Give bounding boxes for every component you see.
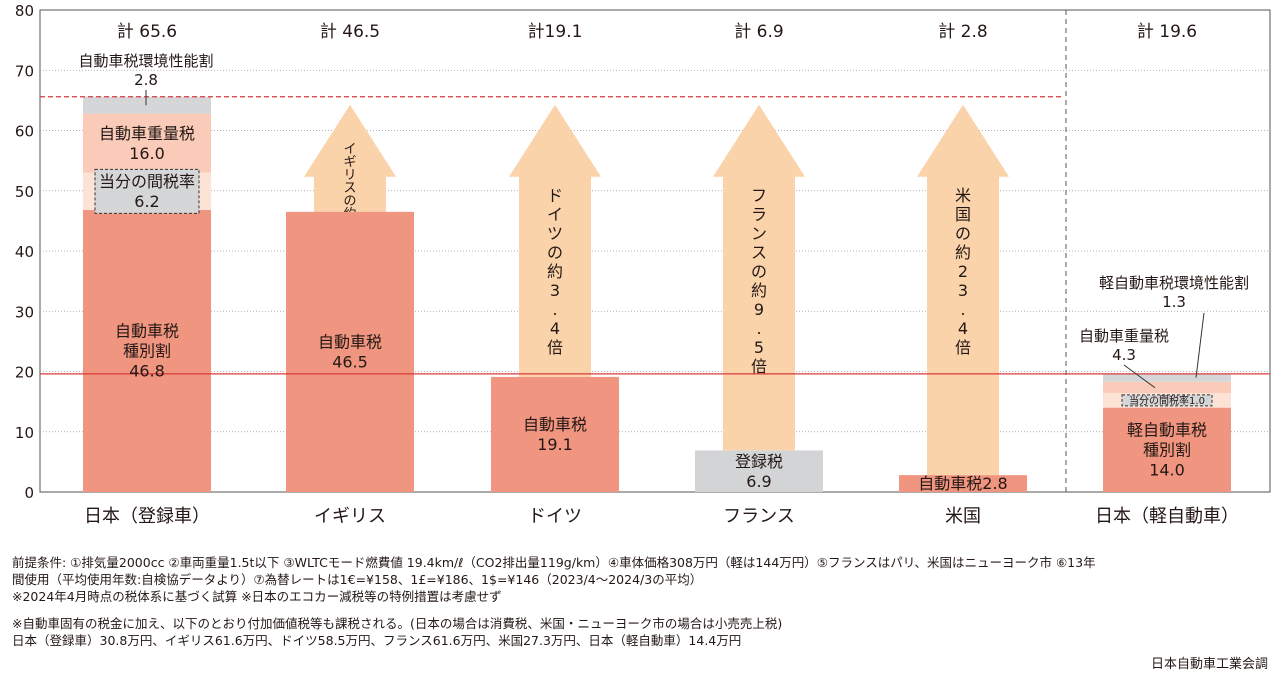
segment-label: 14.0 [1149, 460, 1185, 479]
comparison-arrow [509, 104, 601, 377]
footnote-line: 間使用（平均使用年数:自検協データより）⑦為替レートは1€=¥158、1£=¥1… [12, 572, 703, 587]
footnote-line: 日本（登録車）30.8万円、イギリス61.6万円、ドイツ58.5万円、フランス6… [12, 633, 742, 648]
segment-label: 46.8 [129, 362, 165, 381]
source-credit: 日本自動車工業会調 [1150, 657, 1268, 672]
bar-segment [1103, 407, 1231, 492]
segment-label: 自動車税 [523, 415, 587, 434]
segment-label: 6.2 [134, 192, 159, 211]
x-category-label: 日本（軽自動車） [1095, 506, 1239, 527]
annotation-value: 2.8 [134, 71, 158, 89]
bar-segment [1103, 373, 1231, 382]
total-label: 計 46.5 [320, 22, 380, 42]
annotation-leader [1195, 312, 1205, 378]
bar-segment [83, 210, 211, 492]
annotation-value: 1.3 [1162, 293, 1186, 311]
y-tick-label: 80 [15, 2, 34, 20]
annotation-label: 自動車税環境性能割 [78, 52, 213, 70]
label-box [1121, 394, 1213, 407]
footnote-line: 前提条件: ①排気量2000cc ②車両重量1.5t以下 ③WLTCモード燃費値… [12, 555, 1096, 570]
segment-label: 自動車税2.8 [918, 474, 1007, 493]
segment-label: 軽自動車税 [1127, 420, 1207, 439]
tax-comparison-chart: 01020304050607080イギリスの約1.4倍ドイツの約3.4倍フランス… [15, 2, 1271, 527]
bar-segment [695, 450, 823, 492]
bar-segment [899, 475, 1027, 492]
x-category-label: ドイツ [528, 506, 582, 527]
total-label: 計 19.6 [1137, 22, 1197, 42]
comparison-arrow [917, 104, 1009, 476]
x-category-label: フランス [723, 506, 795, 527]
segment-label: 46.5 [332, 353, 368, 372]
comparison-arrow [304, 104, 396, 212]
segment-label: 当分の間税率1.0 [1129, 394, 1205, 407]
arrow-label: 米国の約 2 3. 4 倍 [955, 186, 971, 357]
footnote-line: ※自動車固有の税金に加え、以下のとおり付加価値税等も課税される。(日本の場合は消… [12, 616, 783, 631]
segment-label: 16.0 [129, 144, 165, 163]
segment-label: 19.1 [537, 435, 573, 454]
arrow-label: ドイツの約 3. 4 倍 [547, 186, 563, 357]
total-label: 計 65.6 [117, 22, 177, 42]
y-tick-label: 30 [15, 303, 34, 321]
x-category-label: 米国 [945, 506, 981, 527]
bar-segment [1103, 381, 1231, 394]
total-label: 計 2.8 [938, 22, 987, 42]
segment-label: 登録税 [735, 452, 783, 471]
comparison-arrow [713, 104, 805, 451]
segment-label: 自動車税 [318, 333, 382, 352]
x-category-label: 日本（登録車） [84, 506, 210, 527]
segment-label: 当分の間税率 [99, 172, 195, 191]
annotation-label: 自動車重量税 [1079, 327, 1169, 345]
y-tick-label: 10 [15, 424, 34, 442]
y-tick-label: 20 [15, 364, 34, 382]
arrow-label: フランスの約 9. 5 倍 [751, 186, 767, 376]
segment-label: 種別割 [1143, 440, 1191, 459]
footnotes: 前提条件: ①排気量2000cc ②車両重量1.5t以下 ③WLTCモード燃費値… [12, 554, 1272, 649]
x-category-label: イギリス [314, 506, 386, 527]
y-tick-label: 50 [15, 183, 34, 201]
y-tick-label: 40 [15, 243, 34, 261]
y-tick-label: 70 [15, 62, 34, 80]
label-box [94, 168, 200, 214]
segment-label: 自動車税 [115, 322, 179, 341]
total-label: 計 6.9 [734, 22, 783, 42]
segment-label: 自動車重量税 [99, 124, 195, 143]
annotation-value: 4.3 [1112, 346, 1136, 364]
annotation-label: 軽自動車税環境性能割 [1099, 274, 1249, 292]
annotation-leader [1123, 364, 1156, 389]
segment-label: 6.9 [746, 472, 771, 491]
segment-label: 種別割 [123, 342, 171, 361]
bar-segment [286, 211, 414, 492]
bar-segment [491, 376, 619, 492]
bar-segment [83, 113, 211, 173]
footnote-line: ※2024年4月時点の税体系に基づく試算 ※日本のエコカー減税等の特例措置は考慮… [12, 589, 502, 604]
total-label: 計19.1 [528, 22, 583, 42]
y-tick-label: 0 [24, 484, 34, 502]
bar-segment [83, 96, 211, 114]
y-tick-label: 60 [15, 123, 34, 141]
